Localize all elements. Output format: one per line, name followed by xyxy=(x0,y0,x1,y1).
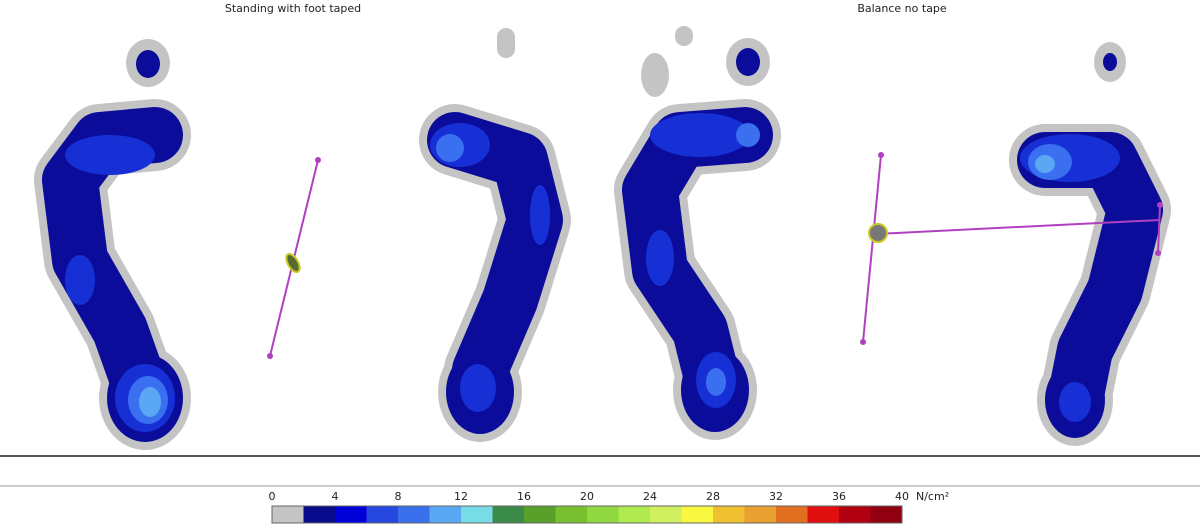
scale-tick-label: 0 xyxy=(269,490,276,503)
scale-swatch xyxy=(461,506,493,523)
scale-swatch xyxy=(776,506,808,523)
scale-swatch xyxy=(870,506,903,523)
scale-tick-label: 8 xyxy=(395,490,402,503)
scale-tick-label: 28 xyxy=(706,490,720,503)
scale-tick-label: 40 xyxy=(895,490,909,503)
scale-tick-label: 20 xyxy=(580,490,594,503)
scale-tick-label: 36 xyxy=(832,490,846,503)
scale-swatch xyxy=(366,506,399,523)
scale-tick-label: 32 xyxy=(769,490,783,503)
scale-frame xyxy=(271,505,903,524)
color-scale: 0 4 8 12 16 20 24 28 32 36 40 N/cm² xyxy=(269,490,949,524)
scale-swatch xyxy=(303,506,336,523)
scale-swatch xyxy=(555,506,588,523)
scale-tick-label: 16 xyxy=(517,490,531,503)
panel-title: Standing with foot taped xyxy=(225,2,361,15)
scale-swatch xyxy=(807,506,840,523)
scale-swatch xyxy=(492,506,525,523)
scale-swatch xyxy=(681,506,714,523)
scale-swatch xyxy=(839,506,871,523)
scale-swatch xyxy=(744,506,777,523)
footprints xyxy=(34,26,1171,450)
scale-swatch xyxy=(272,506,304,523)
scale-swatch xyxy=(713,506,745,523)
scale-swatch xyxy=(650,506,682,523)
panel-title: Balance no tape xyxy=(857,2,947,15)
scale-swatch xyxy=(524,506,556,523)
scale-swatch xyxy=(429,506,462,523)
scale-swatch xyxy=(335,506,367,523)
scale-tick-label: 4 xyxy=(332,490,339,503)
scale-swatch xyxy=(398,506,430,523)
scale-swatch xyxy=(587,506,619,523)
cop-traces xyxy=(267,152,1163,359)
scale-tick-label: 12 xyxy=(454,490,468,503)
scale-unit: N/cm² xyxy=(916,490,949,503)
scale-tick-label: 24 xyxy=(643,490,657,503)
scale-swatch xyxy=(618,506,651,523)
